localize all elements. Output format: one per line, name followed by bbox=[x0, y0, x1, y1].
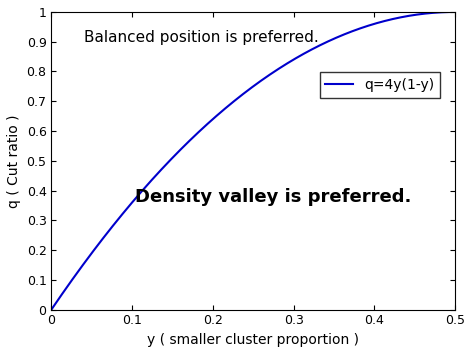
Legend: q=4y(1-y): q=4y(1-y) bbox=[320, 73, 440, 98]
q=4y(1-y) bbox=[240, 92, 246, 96]
q=4y(1-y) bbox=[243, 90, 248, 94]
q=4y(1-y) bbox=[379, 19, 385, 24]
q=4y(1-y) bbox=[49, 308, 54, 312]
q=4y(1-y) bbox=[452, 10, 458, 14]
Line: q=4y(1-y): q=4y(1-y) bbox=[51, 12, 455, 310]
q=4y(1-y) bbox=[289, 59, 295, 63]
Text: Balanced position is preferred.: Balanced position is preferred. bbox=[84, 30, 319, 45]
X-axis label: y ( smaller cluster proportion ): y ( smaller cluster proportion ) bbox=[147, 333, 359, 347]
Text: Density valley is preferred.: Density valley is preferred. bbox=[135, 188, 412, 206]
q=4y(1-y) bbox=[443, 10, 448, 14]
q=4y(1-y) bbox=[267, 73, 273, 77]
Y-axis label: q ( Cut ratio ): q ( Cut ratio ) bbox=[7, 114, 21, 207]
